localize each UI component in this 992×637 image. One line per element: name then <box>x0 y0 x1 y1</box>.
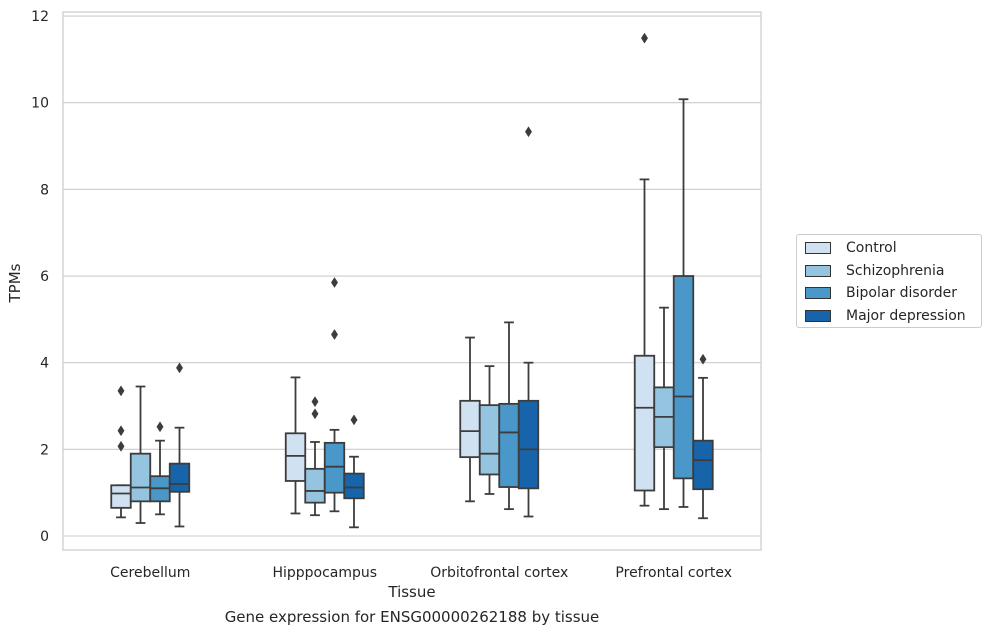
y-axis-label: TPMs <box>6 263 24 303</box>
legend-label: Major depression <box>846 307 966 324</box>
box-iqr <box>692 439 714 491</box>
box-group <box>168 362 191 528</box>
x-tick-label: Hipppocampus <box>272 565 377 581</box>
box-iqr <box>633 354 656 492</box>
outlier-point <box>331 277 338 288</box>
legend-label: Schizophrenia <box>846 262 945 279</box>
box-iqr <box>343 472 365 500</box>
outlier-point <box>311 396 319 408</box>
grid-layer <box>63 15 761 537</box>
box-iqr <box>168 462 191 493</box>
legend-item: Major depression <box>805 306 966 326</box>
box-iqr <box>129 452 152 503</box>
x-axis-label: Tissue <box>387 583 435 601</box>
box-iqr <box>110 484 132 509</box>
outlier-point <box>176 362 183 374</box>
outlier-point <box>525 126 532 138</box>
y-tick-label: 4 <box>40 356 49 372</box>
legend: Control Schizophrenia Bipolar disorder Majo… <box>796 234 982 328</box>
box-iqr <box>304 467 326 504</box>
chart-caption: Gene expression for ENSG00000262188 by t… <box>224 608 600 626</box>
outlier-point <box>311 408 319 420</box>
box-iqr <box>478 404 501 476</box>
box-group <box>343 414 365 529</box>
box-group <box>149 421 171 516</box>
y-tick-label: 0 <box>40 529 49 545</box>
box-group <box>129 385 152 524</box>
box-group <box>459 336 481 503</box>
y-tick-label: 8 <box>40 182 49 198</box>
legend-item: Bipolar disorder <box>805 283 957 303</box>
box-group <box>304 396 326 517</box>
y-tick-labels: 0 2 4 6 8 10 12 <box>31 9 49 545</box>
y-tick-label: 10 <box>31 96 49 112</box>
box-iqr <box>323 441 346 494</box>
y-tick-label: 6 <box>40 269 49 285</box>
legend-item: Control <box>805 238 897 258</box>
box-group <box>653 306 675 511</box>
box-group <box>633 32 656 507</box>
legend-swatch <box>805 287 831 299</box>
outlier-point <box>117 425 125 437</box>
legend-label: Control <box>846 240 897 256</box>
x-tick-label: Prefrontal cortex <box>615 565 732 581</box>
outlier-point <box>331 329 338 340</box>
box-group <box>478 365 501 495</box>
outlier-point <box>117 440 125 452</box>
outlier-point <box>156 421 164 433</box>
legend-swatch <box>805 264 831 277</box>
legend-swatch <box>805 309 831 322</box>
box-group <box>672 98 695 508</box>
box-group <box>517 126 540 518</box>
box-layer <box>110 32 714 529</box>
legend-item: Schizophrenia <box>805 261 944 281</box>
box-iqr <box>498 402 520 488</box>
box-group <box>110 385 132 519</box>
x-tick-labels: Cerebellum Hipppocampus Orbitofrontal cort… <box>110 565 732 581</box>
legend-swatch <box>805 242 831 254</box>
y-tick-label: 2 <box>40 442 49 458</box>
box-group <box>692 353 714 520</box>
box-group <box>498 321 520 511</box>
box-iqr <box>459 399 481 459</box>
outlier-point <box>641 32 648 44</box>
legend-label: Bipolar disorder <box>846 285 958 301</box>
x-tick-label: Orbitofrontal cortex <box>430 565 568 581</box>
plot-frame <box>62 11 762 551</box>
box-iqr <box>672 275 695 480</box>
y-tick-label: 12 <box>31 9 49 25</box>
box-iqr <box>284 432 307 482</box>
outlier-point <box>350 414 358 426</box>
outlier-point <box>117 385 125 397</box>
box-iqr <box>517 399 540 490</box>
box-group <box>284 376 307 515</box>
box-group <box>323 277 346 513</box>
x-tick-label: Cerebellum <box>110 565 190 581</box>
outlier-point <box>699 353 707 365</box>
